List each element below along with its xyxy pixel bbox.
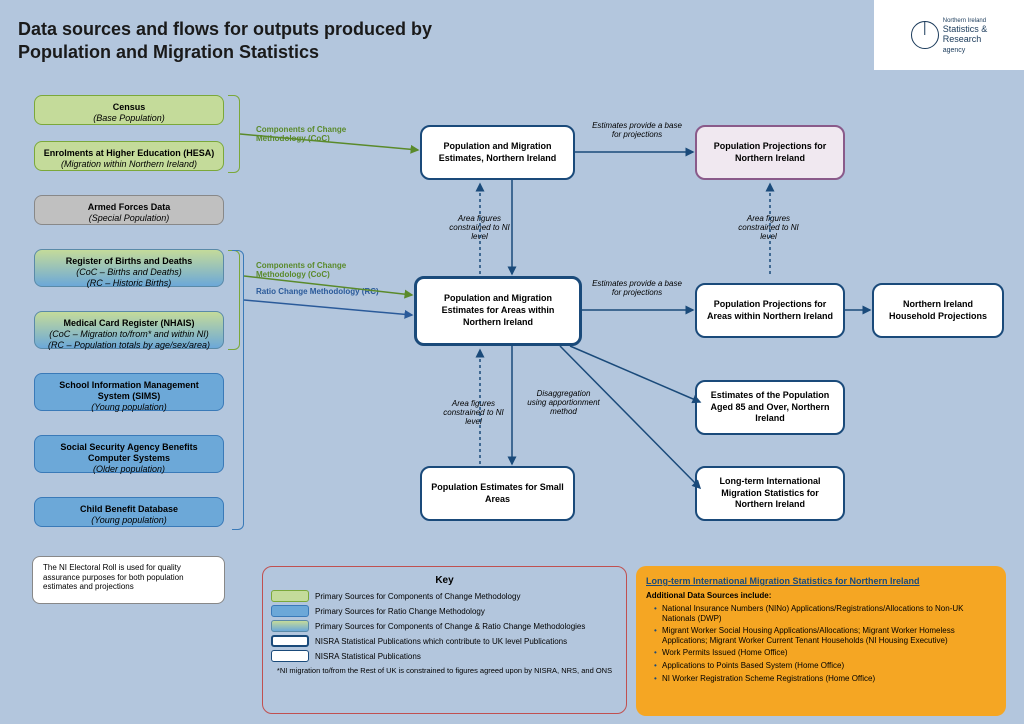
flow-hh: Northern Ireland Household Projections <box>872 283 1004 338</box>
key-title: Key <box>271 575 618 586</box>
coc-label-1: Components of Change Methodology (CoC) <box>256 126 376 144</box>
flow-small-areas: Population Estimates for Small Areas <box>420 466 575 521</box>
source-7: Child Benefit Database(Young population) <box>34 497 224 527</box>
orange-title: Long-term International Migration Statis… <box>646 576 996 586</box>
lbl-constrain-2: Area figures constrained to NI level <box>736 215 801 241</box>
orange-sub: Additional Data Sources include: <box>646 591 996 600</box>
lbl-constrain-1: Area figures constrained to NI level <box>447 215 512 241</box>
key-row-1: Primary Sources for Ratio Change Methodo… <box>271 605 618 617</box>
orange-item-0: National Insurance Numbers (NINo) Applic… <box>654 604 996 623</box>
key-row-3: NISRA Statistical Publications which con… <box>271 635 618 647</box>
lbl-estbase-1: Estimates provide a base for projections <box>592 122 682 140</box>
rc-label: Ratio Change Methodology (RC) <box>256 288 386 297</box>
flow-pp-areas: Population Projections for Areas within … <box>695 283 845 338</box>
bracket-coc-1 <box>228 95 240 173</box>
key-row-4: NISRA Statistical Publications <box>271 650 618 662</box>
logo-icon <box>911 21 939 49</box>
source-2: Armed Forces Data(Special Population) <box>34 195 224 225</box>
flow-pme-ni: Population and Migration Estimates, Nort… <box>420 125 575 180</box>
lbl-constrain-3: Area figures constrained to NI level <box>441 400 506 426</box>
key-row-0: Primary Sources for Components of Change… <box>271 590 618 602</box>
source-6: Social Security Agency Benefits Computer… <box>34 435 224 473</box>
flow-pp-ni: Population Projections for Northern Irel… <box>695 125 845 180</box>
electoral-roll-note: The NI Electoral Roll is used for qualit… <box>32 556 225 604</box>
coc-label-2: Components of Change Methodology (CoC) <box>256 262 376 280</box>
key-note: *NI migration to/from the Rest of UK is … <box>271 666 618 675</box>
key-box: Key Primary Sources for Components of Ch… <box>262 566 627 714</box>
orange-item-1: Migrant Worker Social Housing Applicatio… <box>654 626 996 645</box>
bracket-rc <box>232 250 244 530</box>
source-1: Enrolments at Higher Education (HESA)(Mi… <box>34 141 224 171</box>
lbl-estbase-2: Estimates provide a base for projections <box>592 280 682 298</box>
flow-aged85: Estimates of the Population Aged 85 and … <box>695 380 845 435</box>
orange-item-2: Work Permits Issued (Home Office) <box>654 648 996 658</box>
source-0: Census(Base Population) <box>34 95 224 125</box>
orange-item-3: Applications to Points Based System (Hom… <box>654 661 996 671</box>
ltim-additional-sources: Long-term International Migration Statis… <box>636 566 1006 716</box>
source-5: School Information Management System (SI… <box>34 373 224 411</box>
nisra-logo: Northern IrelandStatistics &Researchagen… <box>874 0 1024 70</box>
page-title: Data sources and flows for outputs produ… <box>18 18 432 65</box>
source-4: Medical Card Register (NHAIS)(CoC – Migr… <box>34 311 224 349</box>
lbl-disagg: Disaggregation using apportionment metho… <box>526 390 601 416</box>
flow-ltim: Long-term International Migration Statis… <box>695 466 845 521</box>
source-3: Register of Births and Deaths(CoC – Birt… <box>34 249 224 287</box>
flow-pme-areas: Population and Migration Estimates for A… <box>414 276 582 346</box>
key-row-2: Primary Sources for Components of Change… <box>271 620 618 632</box>
orange-item-4: NI Worker Registration Scheme Registrati… <box>654 674 996 684</box>
